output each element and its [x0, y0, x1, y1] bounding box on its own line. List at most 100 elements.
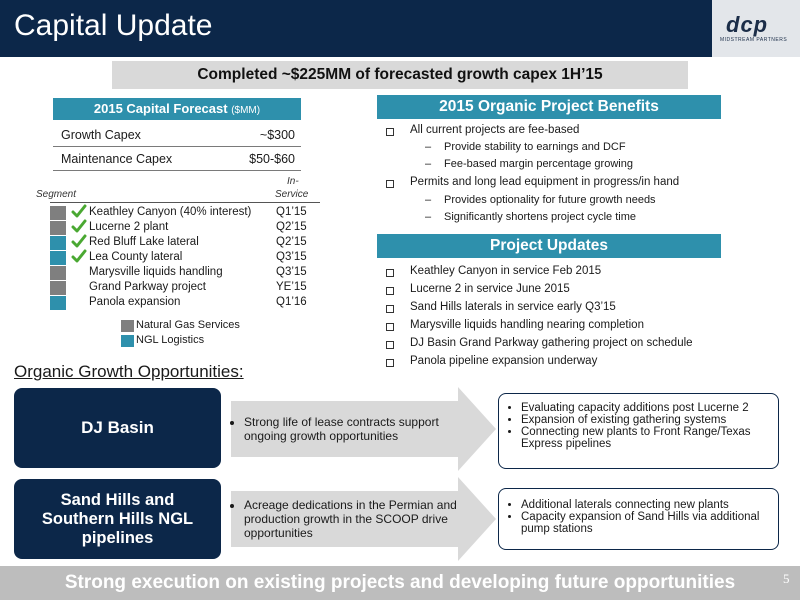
- legend-item-ngl: NGL Logistics: [121, 334, 281, 349]
- checkbox-bullet-icon: [386, 269, 394, 277]
- sand-hills-details: Additional laterals connecting new plant…: [498, 488, 779, 550]
- checkbox-bullet-icon: [386, 287, 394, 295]
- benefit-subitem: Provide stability to earnings and DCF: [444, 141, 626, 153]
- segment-swatch: [50, 296, 66, 310]
- summary-banner: Completed ~$225MM of forecasted growth c…: [112, 61, 688, 89]
- legend-swatch: [121, 320, 134, 332]
- benefit-subitem: Significantly shortens project cycle tim…: [444, 211, 636, 223]
- forecast-unit: ($MM): [231, 105, 261, 116]
- legend-swatch: [121, 335, 134, 347]
- sand-hills-name-line: Sand Hills and: [60, 491, 175, 509]
- dj-basin-summary-text: Strong life of lease contracts support o…: [244, 415, 471, 443]
- segment-inservice-date: Q3’15: [276, 251, 307, 263]
- sand-hills-name-line: Southern Hills NGL: [41, 510, 194, 528]
- benefit-subitem: Fee-based margin percentage growing: [444, 158, 633, 170]
- forecast-row-label: Growth Capex: [61, 128, 141, 142]
- legend-item-natural-gas: Natural Gas Services: [121, 319, 281, 334]
- company-logo: dcp MIDSTREAM PARTNERS: [712, 0, 800, 57]
- updates-header: Project Updates: [377, 234, 721, 258]
- legend-label: Natural Gas Services: [136, 319, 240, 331]
- sand-hills-summary: Acreage dedications in the Permian and p…: [233, 498, 463, 540]
- checkbox-bullet-icon: [386, 323, 394, 331]
- sand-hills-box: Sand Hills and Southern Hills NGL pipeli…: [14, 479, 221, 559]
- footer-message: Strong execution on existing projects an…: [64, 572, 736, 593]
- segment-project-name: Grand Parkway project: [89, 281, 206, 293]
- sand-hills-summary-text: Acreage dedications in the Permian and p…: [244, 498, 463, 540]
- dj-basin-details: Evaluating capacity additions post Lucer…: [498, 393, 779, 469]
- dash-bullet-icon: –: [425, 158, 432, 170]
- checkbox-bullet-icon: [386, 359, 394, 367]
- dj-basin-detail-item: Evaluating capacity additions post Lucer…: [521, 402, 778, 414]
- checkbox-bullet-icon: [386, 341, 394, 349]
- dash-bullet-icon: –: [425, 141, 432, 153]
- segment-swatch: [50, 266, 66, 280]
- page-number: 5: [783, 571, 790, 586]
- logo-subtext: MIDSTREAM PARTNERS: [720, 37, 788, 43]
- segment-swatch: [50, 221, 66, 235]
- update-item: Sand Hills laterals in service early Q3’…: [410, 301, 616, 313]
- page-title: Capital Update: [14, 9, 213, 42]
- check-icon: [71, 234, 87, 248]
- dash-bullet-icon: –: [425, 211, 432, 223]
- inservice-column-header-line1: In-: [287, 176, 299, 187]
- segment-project-name: Marysville liquids handling: [89, 266, 223, 278]
- update-item: Keathley Canyon in service Feb 2015: [410, 265, 602, 277]
- forecast-row-value: $50-$60: [249, 152, 295, 166]
- segment-swatch: [50, 251, 66, 265]
- segment-header-divider: [50, 202, 320, 203]
- segment-inservice-date: Q1’15: [276, 206, 307, 218]
- segment-row: Grand Parkway project YE’15: [50, 281, 320, 296]
- logo-mark: dcp: [726, 12, 769, 37]
- segment-row: Lucerne 2 plant Q2’15: [50, 219, 320, 236]
- benefits-header: 2015 Organic Project Benefits: [377, 95, 721, 119]
- sand-hills-name-line: pipelines: [81, 529, 154, 547]
- opportunities-title: Organic Growth Opportunities:: [14, 362, 244, 381]
- benefit-subitem: Provides optionality for future growth n…: [444, 194, 656, 206]
- segment-row: Keathley Canyon (40% interest) Q1’15: [50, 204, 320, 221]
- dj-basin-box: DJ Basin: [14, 388, 221, 468]
- footer-bar: Strong execution on existing projects an…: [0, 566, 800, 600]
- segment-row: Lea County lateral Q3’15: [50, 249, 320, 266]
- forecast-title: 2015 Capital Forecast: [93, 101, 228, 116]
- segment-project-name: Keathley Canyon (40% interest): [89, 206, 252, 218]
- dj-basin-arrow-body: [231, 401, 458, 457]
- segment-project-name: Lea County lateral: [89, 251, 183, 263]
- check-icon: [71, 219, 87, 233]
- check-icon: [71, 249, 87, 263]
- segment-project-name: Panola expansion: [89, 296, 181, 308]
- forecast-row: Growth Capex ~$300: [53, 123, 301, 147]
- forecast-row: Maintenance Capex $50-$60: [53, 147, 301, 171]
- segment-project-name: Lucerne 2 plant: [89, 221, 169, 233]
- segment-row: Marysville liquids handling Q3’15: [50, 266, 320, 281]
- sand-hills-arrow-tip: [458, 477, 496, 561]
- inservice-column-header-line2: Service: [275, 189, 309, 200]
- checkbox-bullet-icon: [386, 180, 394, 188]
- update-item: Panola pipeline expansion underway: [410, 355, 598, 367]
- update-item: DJ Basin Grand Parkway gathering project…: [410, 337, 693, 349]
- forecast-row-value: ~$300: [259, 128, 295, 142]
- segment-row: Panola expansion Q1’16: [50, 296, 320, 311]
- update-item: Lucerne 2 in service June 2015: [410, 283, 570, 295]
- dash-bullet-icon: –: [425, 194, 432, 206]
- segment-inservice-date: Q3’15: [276, 266, 307, 278]
- segment-inservice-date: Q1’16: [276, 296, 307, 308]
- segment-row: Red Bluff Lake lateral Q2’15: [50, 234, 320, 251]
- segment-inservice-date: YE’15: [276, 281, 307, 293]
- checkbox-bullet-icon: [386, 305, 394, 313]
- forecast-table-header: 2015 Capital Forecast ($MM): [53, 98, 301, 120]
- legend-label: NGL Logistics: [136, 334, 205, 346]
- dj-basin-summary: Strong life of lease contracts support o…: [233, 415, 471, 443]
- forecast-row-label: Maintenance Capex: [61, 152, 173, 166]
- sand-hills-detail-item: Additional laterals connecting new plant…: [521, 499, 778, 511]
- segment-swatch: [50, 281, 66, 295]
- dj-basin-arrow-tip: [458, 387, 496, 471]
- benefit-item: All current projects are fee-based: [410, 124, 580, 136]
- checkbox-bullet-icon: [386, 128, 394, 136]
- segment-inservice-date: Q2’15: [276, 221, 307, 233]
- segment-project-name: Red Bluff Lake lateral: [89, 236, 199, 248]
- sand-hills-detail-item: Capacity expansion of Sand Hills via add…: [521, 511, 778, 535]
- segment-swatch: [50, 206, 66, 220]
- segment-swatch: [50, 236, 66, 250]
- header-bar: [0, 0, 800, 57]
- sand-hills-arrow-body: [231, 491, 458, 547]
